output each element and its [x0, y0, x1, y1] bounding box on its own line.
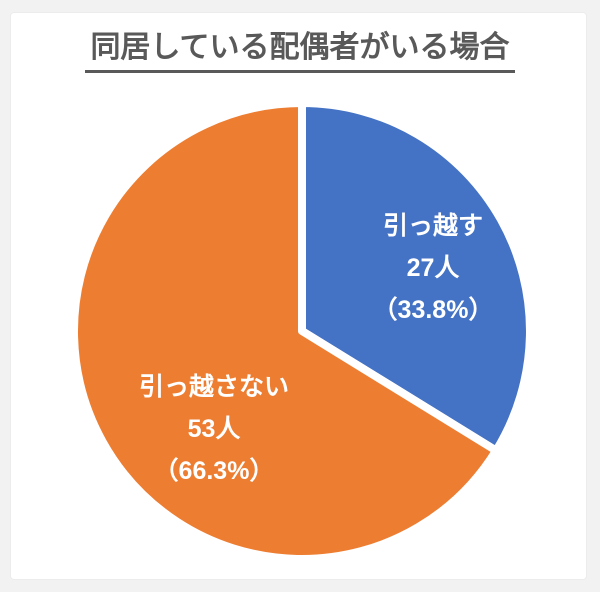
pie-slice-stay	[70, 99, 501, 563]
slice-label-stay-percent: （66.3%）	[153, 457, 275, 485]
slice-label-move-count: 27人	[406, 254, 460, 282]
chart-title-container: 同居している配偶者がいる場合	[0, 30, 600, 73]
slice-label-move-name: 引っ越す	[382, 212, 484, 240]
chart-title: 同居している配偶者がいる場合	[85, 30, 515, 73]
slice-label-stay: 引っ越さない 53人 （66.3%）	[139, 366, 289, 492]
slice-label-stay-name: 引っ越さない	[138, 373, 290, 401]
slice-label-move-percent: （33.8%）	[372, 296, 494, 324]
slice-label-stay-count: 53人	[187, 415, 241, 443]
slice-label-move: 引っ越す 27人 （33.8%）	[373, 205, 494, 331]
